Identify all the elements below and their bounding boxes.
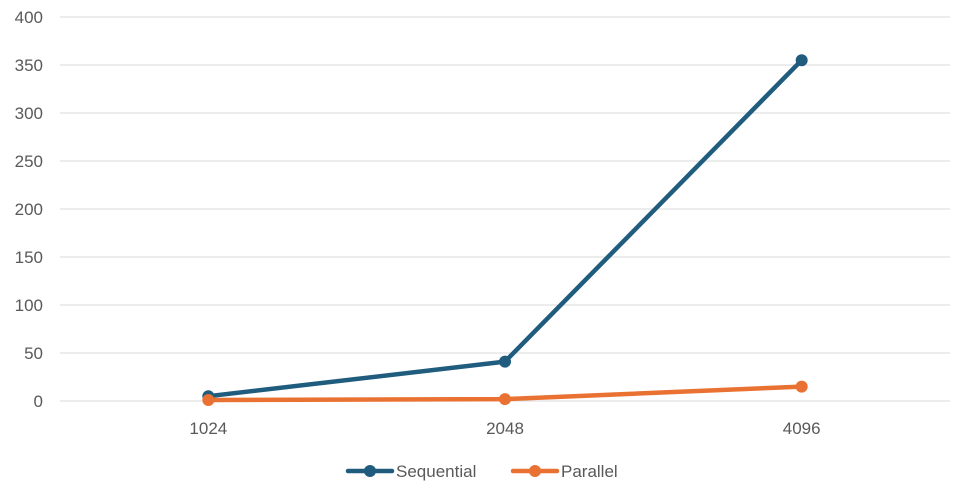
legend-item-parallel: Parallel: [510, 462, 618, 481]
y-tick-label: 350: [15, 56, 43, 75]
x-tick-label: 1024: [189, 419, 227, 438]
y-tick-label: 400: [15, 8, 43, 27]
legend-item-sequential: Sequential: [345, 462, 476, 481]
x-tick-label: 4096: [783, 419, 821, 438]
y-tick-label: 300: [15, 104, 43, 123]
y-tick-label: 100: [15, 296, 43, 315]
series-parallel: [202, 380, 808, 407]
data-point: [499, 393, 511, 406]
data-point: [795, 54, 808, 67]
y-tick-label: 200: [15, 200, 43, 219]
y-tick-label: 250: [15, 152, 43, 171]
legend-swatch-marker: [529, 465, 541, 477]
gridlines: [60, 16, 950, 402]
legend-label: Sequential: [396, 462, 476, 481]
legend-swatch-marker: [364, 465, 376, 477]
y-tick-label: 50: [24, 344, 43, 363]
data-point: [499, 355, 511, 368]
legend-label: Parallel: [561, 462, 618, 481]
series-sequential: [202, 54, 808, 403]
series-lines: [202, 54, 808, 407]
x-tick-label: 2048: [486, 419, 524, 438]
x-axis-ticks: 1024 2048 4096: [189, 419, 820, 438]
y-tick-label: 150: [15, 248, 43, 267]
y-axis-ticks: 0 50 100 150 200 250 300 350 400: [15, 8, 43, 411]
data-point: [795, 380, 808, 393]
series-line: [206, 57, 804, 399]
legend: Sequential Parallel: [345, 462, 618, 481]
y-tick-label: 0: [34, 392, 43, 411]
data-point: [202, 394, 215, 407]
